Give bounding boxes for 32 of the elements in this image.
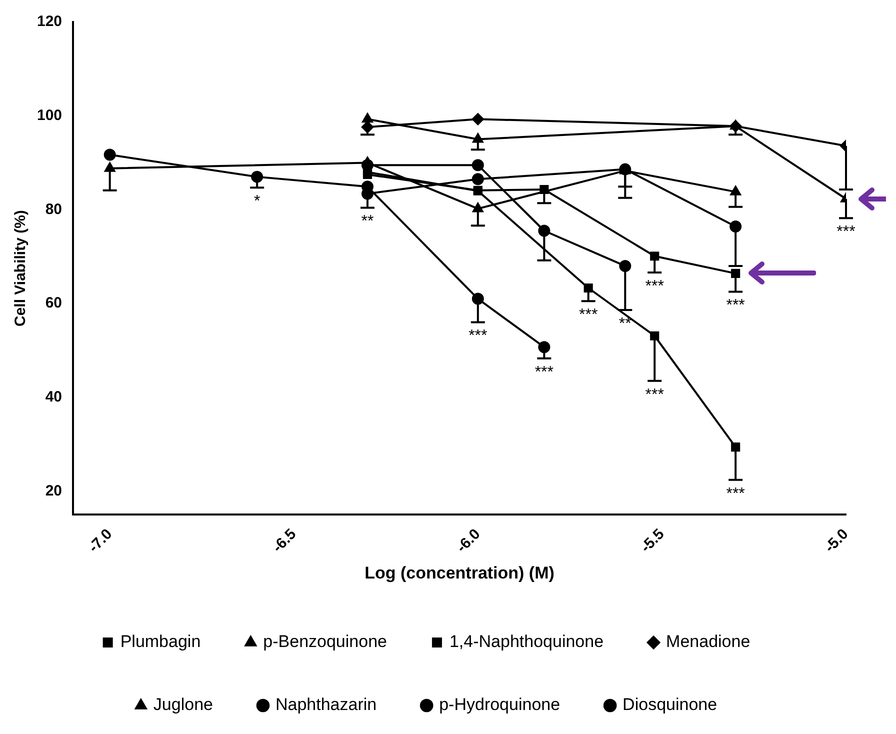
y-tick-label: 60 bbox=[45, 294, 62, 312]
y-tick-label: 20 bbox=[45, 482, 62, 500]
legend-label: Menadione bbox=[666, 632, 750, 652]
legend-label: Plumbagin bbox=[120, 632, 201, 652]
y-tick-label: 120 bbox=[36, 13, 62, 30]
x-axis-title: Log (concentration) (M) bbox=[364, 563, 554, 582]
x-tick-label: -5.5 bbox=[637, 526, 668, 556]
annotation: *** bbox=[726, 297, 745, 314]
legend-label: Naphthazarin bbox=[275, 695, 377, 714]
y-tick-label: 40 bbox=[45, 388, 62, 406]
y-axis-title: Cell Viability (%) bbox=[12, 210, 30, 327]
y-tick-label: 80 bbox=[45, 200, 62, 218]
annotation: *** bbox=[726, 485, 745, 502]
legend-label: p-Hydroquinone bbox=[439, 695, 560, 714]
legend-label: 1,4-Naphthoquinone bbox=[449, 632, 604, 652]
y-tick-label: 100 bbox=[36, 106, 62, 124]
annotation: ** bbox=[618, 315, 632, 332]
legend-label: Juglone bbox=[153, 695, 213, 714]
annotation: *** bbox=[468, 328, 488, 345]
annotation: * bbox=[254, 193, 260, 210]
legend-label: Diosquinone bbox=[622, 695, 718, 714]
x-tick-label: -5.0 bbox=[821, 526, 852, 556]
annotation: ** bbox=[361, 213, 374, 230]
annotation: *** bbox=[645, 386, 664, 404]
x-tick-label: -6.0 bbox=[453, 526, 484, 556]
annotation: *** bbox=[579, 306, 598, 324]
x-tick-label: -6.5 bbox=[269, 526, 300, 556]
annotation: *** bbox=[534, 364, 554, 381]
x-tick-label: -7.0 bbox=[85, 526, 116, 556]
annotation: *** bbox=[645, 278, 664, 295]
annotation: *** bbox=[836, 224, 856, 241]
legend-label: p-Benzoquinone bbox=[263, 632, 387, 652]
